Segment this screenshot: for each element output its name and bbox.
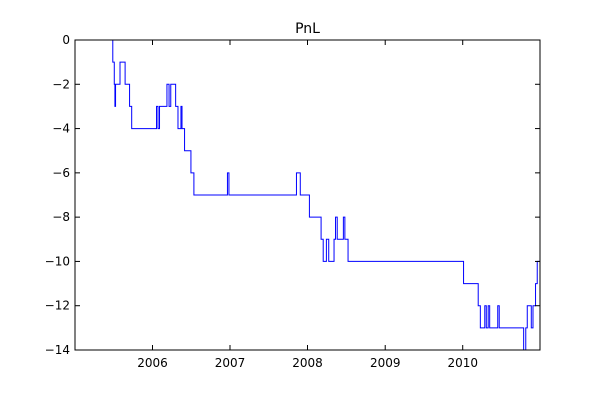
x-axis: 2006 2007 2008 2009 2010 <box>137 40 478 370</box>
y-tick-label: −2 <box>52 77 70 91</box>
plot-area <box>111 40 540 350</box>
chart-title: PnL <box>295 21 320 37</box>
y-tick-label: −10 <box>45 254 70 268</box>
y-tick-label: −6 <box>52 166 70 180</box>
y-tick-label: −8 <box>52 210 70 224</box>
x-tick-label: 2008 <box>292 356 323 370</box>
y-tick-label: 0 <box>62 33 70 47</box>
y-tick-label: −4 <box>52 122 70 136</box>
x-tick-label: 2007 <box>215 356 246 370</box>
pnl-series-line <box>111 40 540 350</box>
x-tick-label: 2009 <box>370 356 401 370</box>
x-tick-label: 2010 <box>447 356 478 370</box>
y-tick-label: −12 <box>45 299 70 313</box>
x-tick-label: 2006 <box>137 356 168 370</box>
y-tick-label: −14 <box>45 343 70 357</box>
